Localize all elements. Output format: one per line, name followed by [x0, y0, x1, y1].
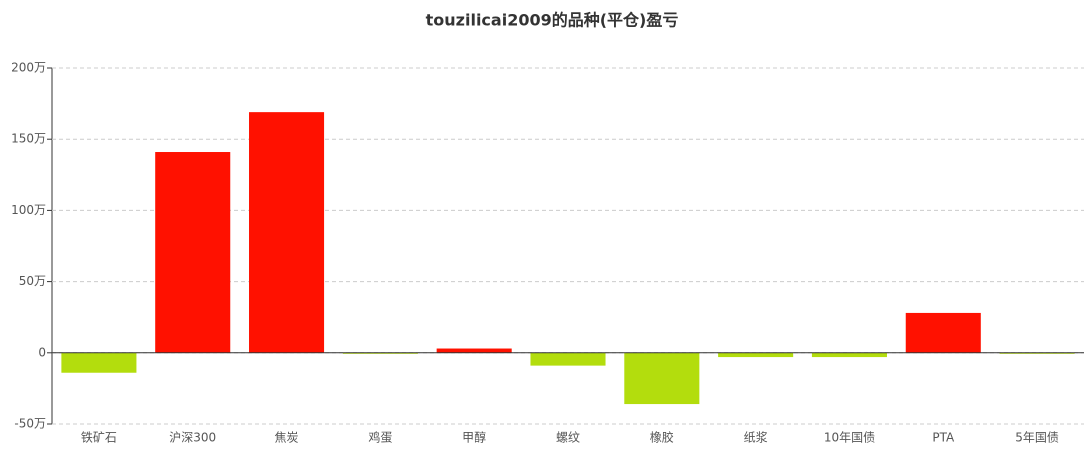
y-tick-label: 100万 [11, 203, 46, 217]
bar [61, 352, 137, 373]
x-tick-label: 5年国债 [1015, 431, 1059, 445]
bar [718, 352, 794, 358]
bar [624, 352, 700, 405]
bar [436, 348, 512, 353]
x-tick-label: 沪深300 [169, 431, 216, 445]
x-tick-label: 焦炭 [275, 431, 299, 445]
bar [155, 152, 231, 353]
x-tick-label: 铁矿石 [81, 431, 117, 445]
bar [905, 312, 981, 353]
x-tick-label: 橡胶 [650, 430, 674, 445]
bar [249, 112, 325, 353]
x-tick-label: 螺纹 [556, 431, 580, 445]
y-tick-label: 50万 [19, 274, 46, 288]
bar [811, 352, 887, 358]
x-tick-label: PTA [932, 431, 955, 445]
chart-title: touzilicai2009的品种(平仓)盈亏 [426, 11, 679, 30]
x-tick-label: 10年国债 [824, 431, 875, 445]
bar [530, 352, 606, 366]
y-tick-label: 0 [38, 345, 46, 359]
x-tick-label: 甲醇 [462, 430, 486, 445]
y-tick-label: 200万 [11, 61, 46, 75]
x-tick-label: 鸡蛋 [368, 430, 392, 445]
x-tick-label: 纸浆 [744, 430, 768, 445]
y-tick-label: 150万 [11, 132, 46, 146]
y-tick-label: -50万 [14, 417, 46, 431]
